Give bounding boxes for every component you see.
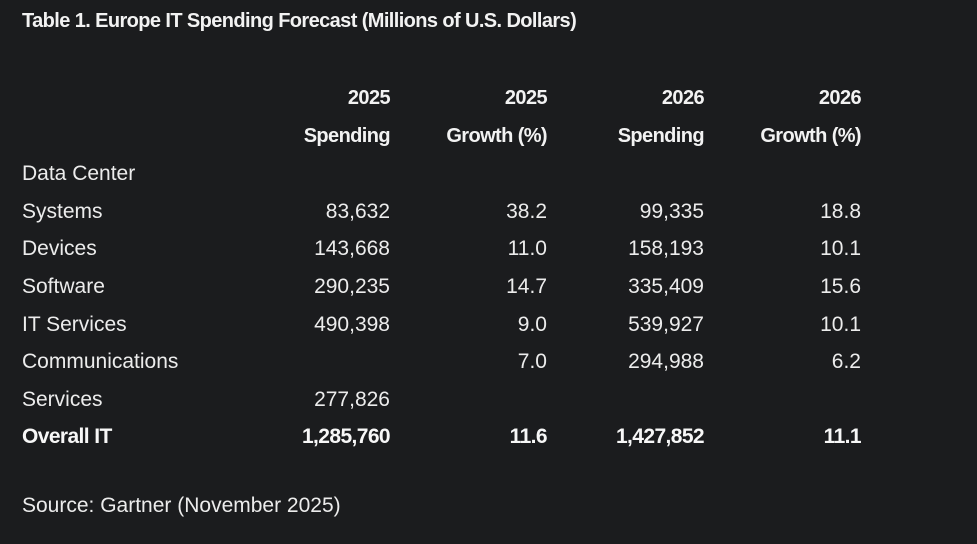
table-row: Communications 7.0 294,988 6.2 <box>22 343 882 381</box>
total-row: Overall IT 1,285,760 11.6 1,427,852 11.1 <box>22 418 882 456</box>
row-label: Overall IT <box>22 425 112 449</box>
row-label: Services <box>22 387 103 411</box>
header-cell: Spending <box>303 124 391 147</box>
cell-2025-growth: 11.0 <box>507 237 547 261</box>
table-title: Table 1. Europe IT Spending Forecast (Mi… <box>22 10 577 32</box>
header-cell: Growth (%) <box>446 124 547 147</box>
cell-2026-spending: 539,927 <box>628 312 704 336</box>
cell-2025-spending: 143,668 <box>314 237 390 261</box>
header-cell: 2026 <box>661 87 705 109</box>
header-cell: Growth (%) <box>760 124 861 147</box>
cell-2025-spending: 277,826 <box>314 387 390 411</box>
row-label: Systems <box>22 199 103 223</box>
cell-2026-growth: 15.6 <box>820 274 861 298</box>
spending-forecast-table: 2025 2025 2026 2026 Spending Growth (%) … <box>22 80 882 456</box>
row-label: Devices <box>22 237 97 261</box>
row-label: IT Services <box>22 312 127 336</box>
cell-2026-growth: 6.2 <box>831 350 861 374</box>
source-note: Source: Gartner (November 2025) <box>22 494 341 517</box>
header-row-years: 2025 2025 2026 2026 <box>22 80 882 118</box>
table-row: Services 277,826 <box>22 381 882 419</box>
cell-2025-spending: 290,235 <box>314 274 390 298</box>
cell-2026-spending: 99,335 <box>639 199 704 223</box>
cell-2026-growth: 10.1 <box>820 312 861 336</box>
cell-2025-spending: 83,632 <box>325 199 390 223</box>
table-row: Software 290,235 14.7 335,409 15.6 <box>22 268 882 306</box>
row-label: Communications <box>22 350 179 374</box>
cell-2026-growth: 10.1 <box>820 237 861 261</box>
cell-2026-growth: 18.8 <box>820 199 861 223</box>
table-row: Devices 143,668 11.0 158,193 10.1 <box>22 230 882 268</box>
cell-2025-growth: 14.7 <box>506 274 547 298</box>
table-row: Systems 83,632 38.2 99,335 18.8 <box>22 193 882 231</box>
cell-2025-growth: 38.2 <box>506 199 547 223</box>
cell-2025-growth: 9.0 <box>517 312 547 336</box>
cell-2026-spending: 294,988 <box>628 350 704 374</box>
header-row-metrics: Spending Growth (%) Spending Growth (%) <box>22 118 882 156</box>
header-cell: 2025 <box>347 87 391 109</box>
cell-2025-growth: 11.6 <box>509 425 548 449</box>
cell-2026-spending: 158,193 <box>628 237 704 261</box>
cell-2026-growth: 11.1 <box>823 425 862 449</box>
header-cell: 2025 <box>504 87 548 109</box>
table-row: Data Center <box>22 155 882 193</box>
cell-2025-spending: 1,285,760 <box>301 425 391 449</box>
cell-2026-spending: 335,409 <box>628 274 704 298</box>
cell-2025-spending: 490,398 <box>314 312 390 336</box>
cell-2025-growth: 7.0 <box>517 350 547 374</box>
header-cell: Spending <box>617 124 705 147</box>
cell-2026-spending: 1,427,852 <box>615 425 705 449</box>
row-label: Software <box>22 274 105 298</box>
table-row: IT Services 490,398 9.0 539,927 10.1 <box>22 306 882 344</box>
row-label: Data Center <box>22 162 136 186</box>
header-cell: 2026 <box>818 87 862 109</box>
